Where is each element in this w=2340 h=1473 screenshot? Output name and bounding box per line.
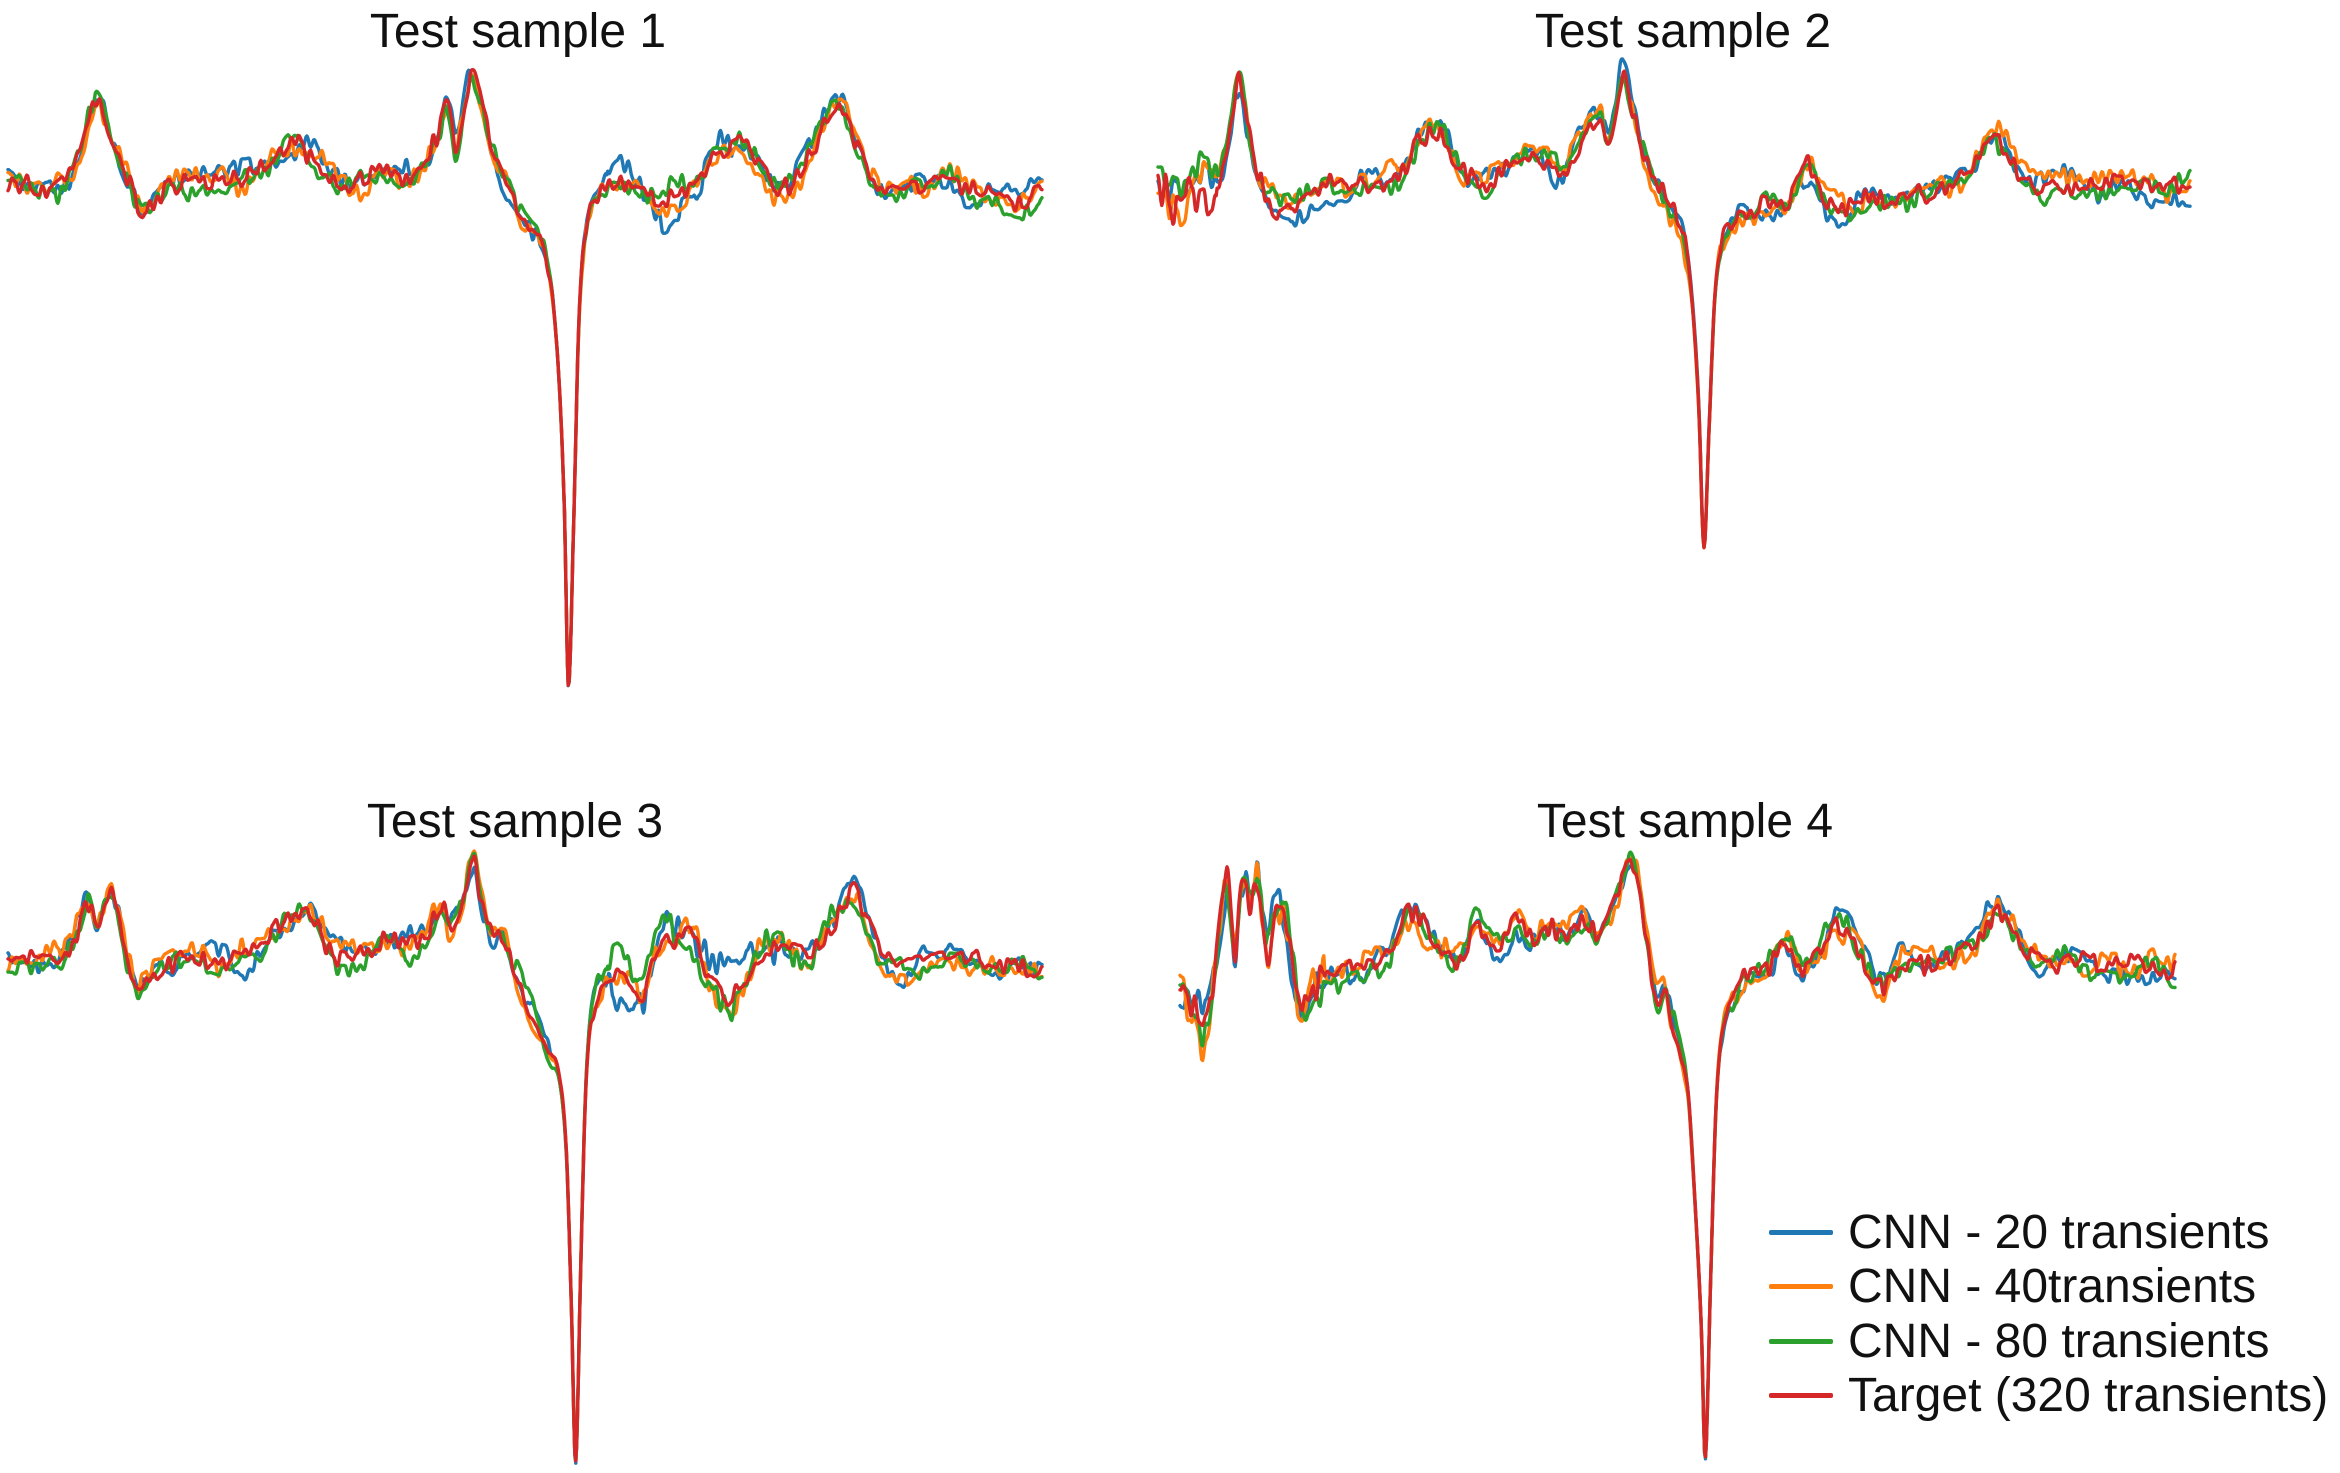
series-line-cnn-20 bbox=[1156, 57, 2192, 547]
subplot-title-2: Test sample 2 bbox=[1534, 5, 1832, 58]
subplot-title-3: Test sample 3 bbox=[366, 795, 664, 848]
series-line-cnn-80 bbox=[6, 851, 1044, 1463]
legend-item: CNN - 40transients bbox=[1769, 1260, 2340, 1315]
legend-item: CNN - 80 transients bbox=[1769, 1314, 2340, 1369]
legend-label: CNN - 40transients bbox=[1848, 1260, 2257, 1314]
legend-line-swatch-target bbox=[1769, 1393, 1833, 1399]
legend-line-swatch-cnn-80 bbox=[1769, 1338, 1833, 1344]
subplot-title-1: Test sample 1 bbox=[369, 5, 667, 58]
legend-line-swatch-cnn-40 bbox=[1769, 1284, 1833, 1290]
series-line-target bbox=[6, 854, 1044, 1463]
series-line-target bbox=[6, 68, 1044, 687]
legend-label: CNN - 20 transients bbox=[1848, 1205, 2270, 1259]
legend-item: Target (320 transients) bbox=[1769, 1369, 2340, 1424]
legend-line-swatch-cnn-20 bbox=[1769, 1229, 1833, 1235]
series-line-cnn-40 bbox=[6, 849, 1044, 1463]
series-line-cnn-80 bbox=[1156, 70, 2192, 549]
series-line-cnn-20 bbox=[6, 68, 1044, 688]
subplot-title-4: Test sample 4 bbox=[1536, 795, 1834, 848]
series-line-target bbox=[1156, 69, 2192, 550]
series-line-cnn-40 bbox=[6, 72, 1044, 686]
legend-item: CNN - 20 transients bbox=[1769, 1205, 2340, 1260]
series-line-target bbox=[1178, 857, 2177, 1459]
legend-label: Target (320 transients) bbox=[1848, 1369, 2329, 1423]
legend: CNN - 20 transients CNN - 40transients C… bbox=[1769, 1205, 2340, 1423]
legend-label: CNN - 80 transients bbox=[1848, 1314, 2270, 1368]
series-line-cnn-80 bbox=[6, 74, 1044, 686]
series-line-cnn-40 bbox=[1156, 70, 2192, 550]
